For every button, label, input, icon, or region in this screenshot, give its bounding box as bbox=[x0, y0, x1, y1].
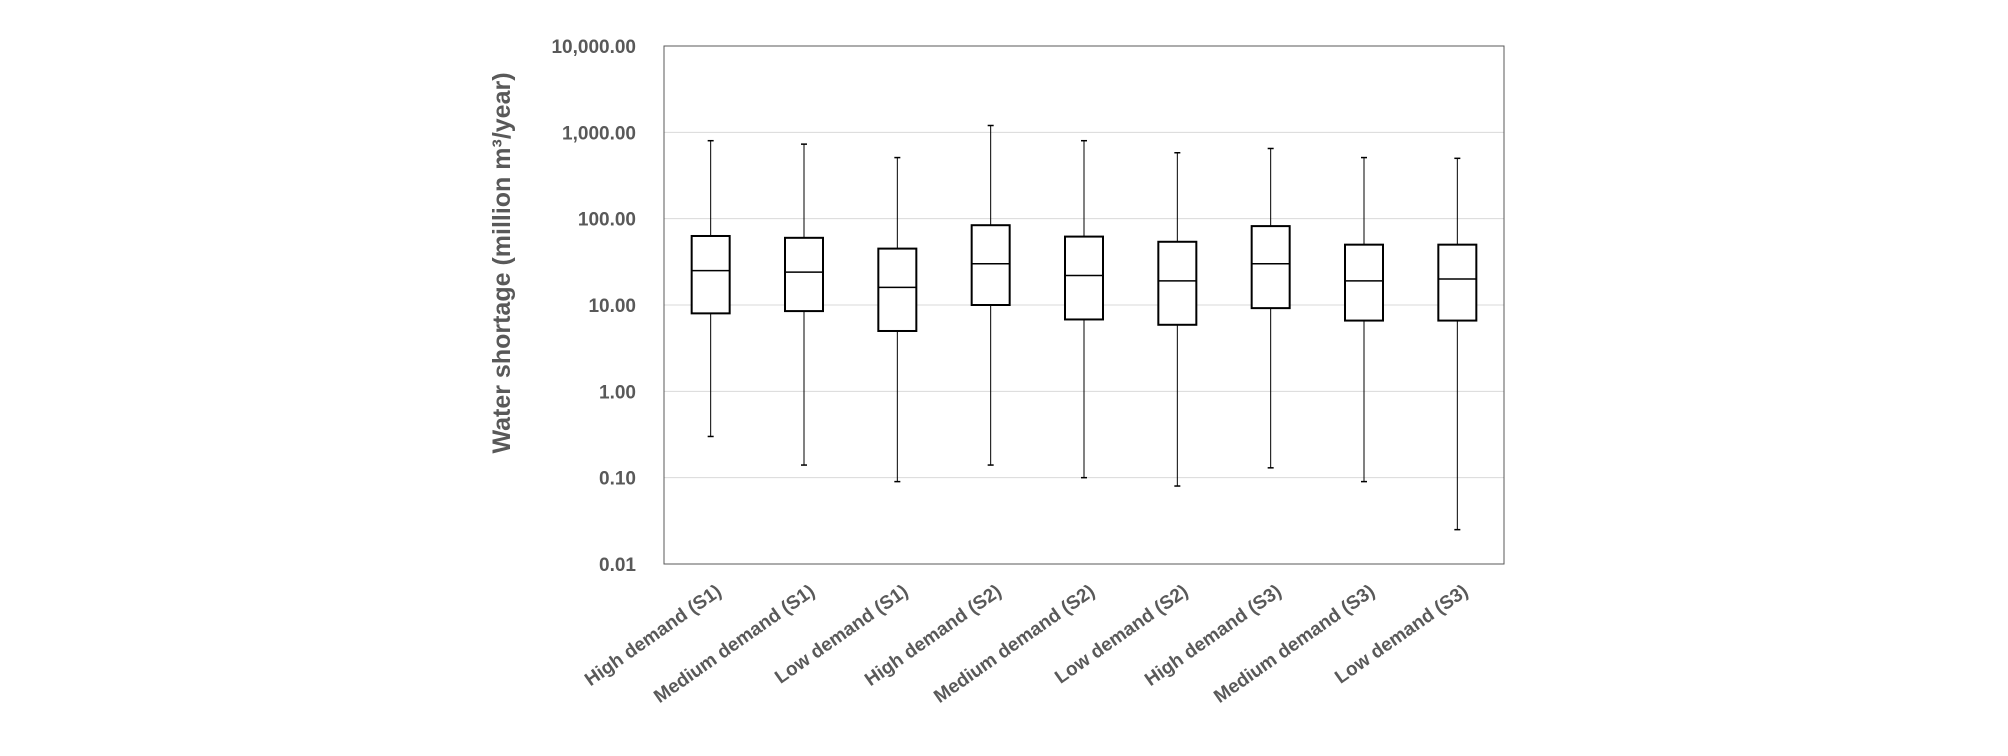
box-iqr bbox=[690, 234, 731, 315]
y-tick-label: 1,000.00 bbox=[562, 123, 636, 144]
box-series bbox=[690, 124, 1478, 531]
y-tick-label: 0.10 bbox=[599, 469, 636, 490]
box-iqr bbox=[1344, 243, 1384, 322]
x-category-label: Medium demand (S2) bbox=[930, 581, 1099, 708]
box-iqr bbox=[1157, 240, 1198, 326]
box-iqr bbox=[1250, 225, 1291, 310]
box-item bbox=[1157, 152, 1198, 487]
y-tick-label: 100.00 bbox=[578, 210, 636, 231]
x-category-label: Medium demand (S3) bbox=[1210, 581, 1379, 708]
y-tick-label: 1.00 bbox=[599, 382, 636, 403]
y-axis-tick-labels: 0.01 0.10 1.00 10.00 100.00 1,000.00 10,000.00 bbox=[551, 37, 636, 576]
box-item bbox=[784, 143, 824, 466]
y-axis-title: Water shortage (million m³/year) bbox=[488, 72, 516, 453]
box-item bbox=[690, 139, 731, 438]
box-iqr bbox=[1437, 243, 1478, 322]
box-item bbox=[1437, 157, 1478, 531]
box-item bbox=[1344, 156, 1384, 483]
plot-area bbox=[663, 45, 1505, 565]
y-tick-label: 10.00 bbox=[588, 296, 636, 317]
y-tick-label: 0.01 bbox=[599, 555, 636, 576]
box-iqr bbox=[784, 236, 824, 313]
box-iqr bbox=[970, 224, 1011, 306]
x-category-label: Medium demand (S1) bbox=[650, 581, 819, 708]
box-item bbox=[1250, 147, 1291, 469]
box-iqr bbox=[1064, 235, 1104, 321]
x-axis-category-labels: High demand (S1)Medium demand (S1)Low de… bbox=[581, 581, 1472, 708]
box-iqr bbox=[877, 247, 918, 332]
box-item bbox=[1064, 139, 1104, 479]
box-item bbox=[877, 156, 918, 483]
box-item bbox=[970, 124, 1011, 466]
y-tick-label: 10,000.00 bbox=[551, 37, 636, 58]
